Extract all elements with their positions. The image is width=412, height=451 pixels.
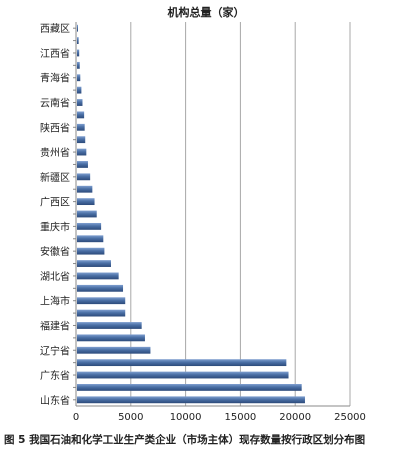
y-tick-label: 江西省 — [40, 47, 70, 60]
bar — [77, 161, 88, 168]
bar — [77, 322, 142, 329]
bar — [77, 396, 305, 404]
bar — [77, 49, 80, 57]
bar — [77, 24, 78, 32]
x-tick-label: 25000 — [334, 412, 366, 423]
y-tick-label: 广西区 — [40, 197, 70, 209]
bar — [77, 222, 102, 230]
y-tick-label: 陕西省 — [40, 121, 70, 134]
y-tick-label: 新疆区 — [40, 171, 70, 184]
y-tick-label: 西藏区 — [40, 23, 70, 35]
y-tick-label: 广东省 — [40, 369, 70, 382]
y-tick-label: 青海省 — [40, 72, 70, 85]
bar — [77, 210, 97, 218]
bar — [77, 384, 302, 391]
bar — [77, 198, 95, 206]
y-tick-label: 上海市 — [40, 295, 70, 308]
bar — [77, 284, 124, 292]
y-tick-label: 辽宁省 — [40, 344, 70, 357]
bar — [77, 309, 126, 317]
bar — [77, 74, 81, 82]
bar — [77, 346, 151, 354]
bar — [77, 37, 79, 44]
y-tick-label: 安徽省 — [40, 245, 70, 258]
y-tick-label: 云南省 — [40, 97, 70, 110]
bar — [77, 136, 86, 144]
bar — [77, 185, 93, 193]
bar — [77, 61, 80, 69]
x-tick-label: 5000 — [118, 412, 143, 423]
bar — [77, 371, 289, 379]
x-tick-label: 10000 — [170, 412, 202, 423]
y-tick-label: 贵州省 — [40, 146, 70, 159]
bar — [77, 173, 91, 181]
bar — [77, 235, 104, 243]
y-tick-label: 湖北省 — [40, 270, 70, 283]
chart-title: 机构总量（家） — [167, 6, 245, 19]
x-tick-label: 0 — [73, 412, 79, 423]
y-tick-label: 福建省 — [40, 319, 70, 332]
bar — [77, 99, 83, 106]
figure-caption: 图 5 我国石油和化学工业生产类企业（市场主体）现存数量按行政区划分布图 — [4, 434, 366, 446]
x-tick-label: 15000 — [224, 412, 256, 423]
y-tick-label: 重庆市 — [40, 220, 70, 233]
bar — [77, 359, 287, 367]
y-tick-label: 山东省 — [40, 394, 70, 407]
bar — [77, 272, 119, 280]
bar — [77, 260, 111, 267]
bar — [77, 247, 105, 255]
x-tick-label: 20000 — [279, 412, 311, 423]
bar — [77, 148, 87, 156]
bar — [77, 86, 82, 94]
bar — [77, 334, 145, 342]
bar — [77, 297, 126, 305]
bar — [77, 123, 85, 131]
bar — [77, 111, 85, 119]
